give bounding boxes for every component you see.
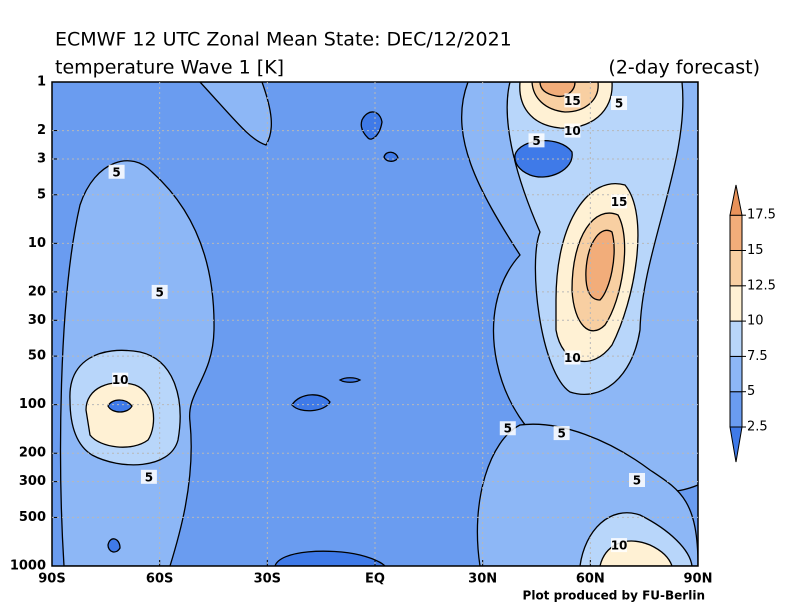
contour-label-bg bbox=[628, 472, 645, 487]
colorbar-box bbox=[729, 320, 743, 357]
contour-label: 10 bbox=[112, 373, 129, 387]
contour-label: 15 bbox=[611, 195, 628, 209]
colorbar-label: 7.5 bbox=[747, 349, 768, 364]
x-tick-label: 60S bbox=[146, 572, 173, 587]
y-tick-label: 20 bbox=[28, 284, 46, 299]
band-region bbox=[85, 382, 155, 448]
chart-title: ECMWF 12 UTC Zonal Mean State: DEC/12/20… bbox=[55, 29, 512, 51]
contour-label: 10 bbox=[611, 539, 628, 553]
colorbar-label: 10 bbox=[747, 314, 764, 329]
contour-label-bg bbox=[611, 538, 628, 553]
colorbar-extend-high bbox=[729, 184, 743, 216]
contour-label-bg bbox=[140, 469, 157, 484]
colorbar-extend-low bbox=[729, 426, 743, 463]
band-region bbox=[383, 151, 399, 162]
colorbar-box bbox=[729, 355, 743, 393]
colorbar-box bbox=[729, 285, 743, 322]
band-region bbox=[107, 399, 133, 413]
x-tick-label: 60N bbox=[576, 572, 605, 587]
band-region bbox=[539, 82, 576, 98]
contour-label: 5 bbox=[155, 285, 163, 299]
contour-label: 5 bbox=[145, 470, 153, 484]
contour-label-bg bbox=[528, 133, 545, 148]
contour-label-bg bbox=[151, 284, 168, 299]
x-tick-label: 90S bbox=[38, 572, 65, 587]
contour-label: 5 bbox=[112, 165, 120, 179]
x-tick-label: 90N bbox=[684, 572, 713, 587]
y-tick-label: 3 bbox=[37, 151, 46, 166]
y-tick-label: 1 bbox=[37, 75, 46, 90]
contour-label-bg bbox=[564, 350, 581, 365]
x-tick-label: 30N bbox=[468, 572, 497, 587]
y-tick-label: 50 bbox=[28, 349, 46, 364]
x-tick-label: EQ bbox=[365, 572, 385, 587]
y-tick-label: 300 bbox=[19, 474, 46, 489]
contour-label-bg bbox=[611, 194, 628, 209]
band-region bbox=[291, 394, 331, 412]
y-tick-label: 500 bbox=[19, 510, 46, 525]
contour-label-bg bbox=[564, 123, 581, 138]
y-tick-label: 30 bbox=[28, 313, 46, 328]
band-region bbox=[338, 377, 362, 383]
contour-label: 10 bbox=[564, 124, 581, 138]
colorbar-label: 2.5 bbox=[747, 420, 768, 435]
contour-label: 5 bbox=[504, 422, 512, 436]
colorbar-label: 5 bbox=[747, 384, 755, 399]
y-tick-label: 200 bbox=[19, 446, 46, 461]
contour-label: 5 bbox=[633, 473, 641, 487]
chart-subtitle: temperature Wave 1 [K] bbox=[55, 57, 284, 79]
contour-label-bg bbox=[108, 164, 125, 179]
band-region bbox=[585, 229, 615, 301]
contour-label-bg bbox=[553, 426, 570, 441]
y-tick-label: 2 bbox=[37, 123, 46, 138]
y-tick-label: 1000 bbox=[10, 559, 46, 574]
y-tick-label: 5 bbox=[37, 187, 46, 202]
contour-label: 15 bbox=[564, 94, 581, 108]
contour-label: 5 bbox=[532, 134, 540, 148]
contour-label-bg bbox=[564, 93, 581, 108]
colorbar-box bbox=[729, 250, 743, 287]
colorbar-label: 12.5 bbox=[747, 278, 776, 293]
contour-label: 10 bbox=[564, 351, 581, 365]
contour-label: 5 bbox=[557, 427, 565, 441]
band-region bbox=[199, 82, 272, 146]
y-tick-label: 100 bbox=[19, 397, 46, 412]
x-tick-label: 30S bbox=[254, 572, 281, 587]
band-region bbox=[274, 550, 386, 566]
contour-label-bg bbox=[112, 372, 129, 387]
colorbar-box bbox=[729, 391, 743, 428]
y-tick-label: 10 bbox=[28, 236, 46, 251]
colorbar-label: 15 bbox=[747, 243, 764, 258]
annotation: (2-day forecast) bbox=[608, 57, 760, 79]
footer: Plot produced by FU-Berlin bbox=[523, 589, 705, 603]
contour-label-bg bbox=[499, 421, 516, 436]
colorbar-box bbox=[729, 214, 743, 251]
contour-label: 5 bbox=[615, 97, 623, 111]
band-region bbox=[360, 111, 383, 140]
colorbar-label: 17.5 bbox=[747, 208, 776, 223]
band-region bbox=[107, 538, 121, 553]
contour-label-bg bbox=[611, 96, 628, 111]
